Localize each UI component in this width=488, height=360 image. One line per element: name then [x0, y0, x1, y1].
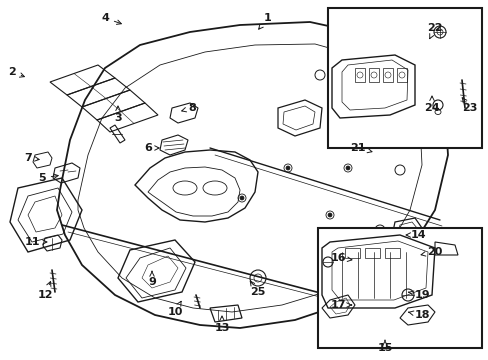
- Bar: [364, 248, 379, 258]
- Bar: [368, 68, 378, 82]
- Text: 14: 14: [405, 230, 425, 240]
- Bar: [317, 228, 481, 348]
- Text: 22: 22: [427, 23, 442, 39]
- Text: 24: 24: [423, 96, 439, 113]
- Bar: [396, 68, 406, 82]
- Text: 11: 11: [24, 237, 47, 247]
- Text: 23: 23: [461, 98, 477, 113]
- Text: 25: 25: [250, 281, 265, 297]
- Text: 19: 19: [408, 290, 429, 300]
- Bar: [382, 68, 392, 82]
- Text: 2: 2: [8, 67, 24, 77]
- Text: 20: 20: [420, 247, 442, 257]
- Text: 5: 5: [38, 173, 58, 183]
- Text: 4: 4: [101, 13, 121, 24]
- Bar: [384, 248, 399, 258]
- Text: 18: 18: [408, 310, 429, 320]
- Bar: [327, 8, 481, 148]
- Text: 13: 13: [214, 316, 229, 333]
- Text: 9: 9: [148, 271, 156, 287]
- Text: 16: 16: [329, 253, 351, 263]
- Text: 6: 6: [144, 143, 159, 153]
- Text: 8: 8: [182, 103, 196, 113]
- Text: 1: 1: [258, 13, 271, 29]
- Circle shape: [346, 166, 349, 170]
- Text: 3: 3: [114, 106, 122, 123]
- Text: 10: 10: [167, 301, 183, 317]
- Text: 15: 15: [377, 340, 392, 353]
- Circle shape: [327, 213, 331, 217]
- Circle shape: [285, 166, 289, 170]
- Bar: [345, 248, 359, 258]
- Circle shape: [240, 196, 244, 200]
- Text: 7: 7: [24, 153, 39, 163]
- Text: 12: 12: [37, 282, 53, 300]
- Bar: [354, 68, 364, 82]
- Text: 17: 17: [329, 300, 351, 310]
- Text: 21: 21: [349, 143, 371, 153]
